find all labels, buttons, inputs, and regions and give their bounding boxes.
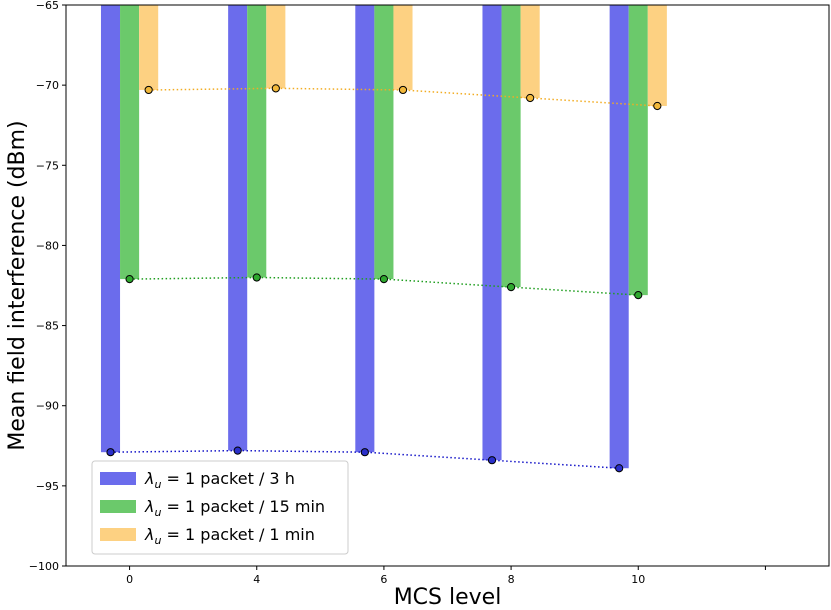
bar	[374, 5, 394, 280]
trend-line	[129, 276, 639, 296]
x-tick-label: 0	[126, 573, 133, 586]
y-tick-label: −65	[36, 0, 59, 12]
x-axis-title: MCS level	[394, 585, 502, 610]
data-point	[106, 448, 115, 457]
data-point	[615, 464, 624, 473]
y-axis-title: Mean field interference (dBm)	[5, 120, 30, 450]
data-point	[233, 446, 242, 455]
bar	[120, 5, 140, 280]
data-point	[506, 283, 516, 292]
x-tick-label: 4	[253, 573, 260, 586]
legend-swatch	[100, 472, 136, 485]
data-point	[379, 274, 389, 284]
bar	[100, 5, 121, 453]
legend: λu = 1 packet / 3 h λu = 1 packet / 15 mi…	[91, 460, 349, 555]
x-tick-label: 6	[380, 573, 387, 586]
bar	[501, 5, 521, 288]
data-point	[634, 291, 643, 300]
y-tick-label: −75	[36, 159, 59, 172]
bar	[520, 5, 540, 98]
data-point	[252, 273, 261, 282]
bar	[647, 5, 667, 106]
y-tick-label: −95	[36, 480, 59, 493]
bar	[266, 5, 286, 89]
data-point	[487, 456, 497, 465]
data-point	[144, 85, 153, 95]
bar	[482, 5, 502, 461]
bar	[139, 5, 159, 90]
data-point	[271, 84, 280, 93]
legend-label: λu = 1 packet / 1 min	[144, 525, 315, 547]
y-tick-label: −70	[36, 79, 59, 92]
legend-swatch	[100, 528, 136, 541]
bar	[355, 5, 375, 453]
legend-swatch	[100, 500, 136, 513]
legend-label: λu = 1 packet / 15 min	[144, 497, 325, 519]
legend-label: λu = 1 packet / 3 h	[144, 469, 295, 491]
data-point	[398, 85, 408, 95]
bar	[393, 5, 413, 90]
trend-line	[148, 87, 658, 107]
plot-frame	[65, 4, 830, 567]
bar	[247, 5, 267, 278]
y-tick-label: −85	[36, 320, 59, 333]
x-tick-label: 10	[631, 573, 645, 586]
bars-layer	[100, 5, 667, 469]
y-tick-label: −100	[29, 560, 59, 573]
x-tick-label: 8	[508, 573, 515, 586]
data-point	[125, 274, 134, 284]
axes-layer: −100 −95 −90 −85 −80 −75 −70 −65 0 4 6 8 10	[29, 0, 830, 586]
data-point	[526, 93, 535, 103]
bar	[609, 5, 629, 469]
bar	[228, 5, 248, 451]
y-tick-label: −80	[36, 239, 59, 252]
legend-box	[91, 460, 349, 555]
y-tick-label: −90	[36, 400, 59, 413]
data-point	[653, 101, 662, 111]
trend-lines-layer	[110, 87, 658, 469]
markers-layer	[106, 84, 662, 473]
data-point	[360, 448, 369, 457]
bar	[628, 5, 648, 296]
trend-line	[110, 449, 620, 469]
